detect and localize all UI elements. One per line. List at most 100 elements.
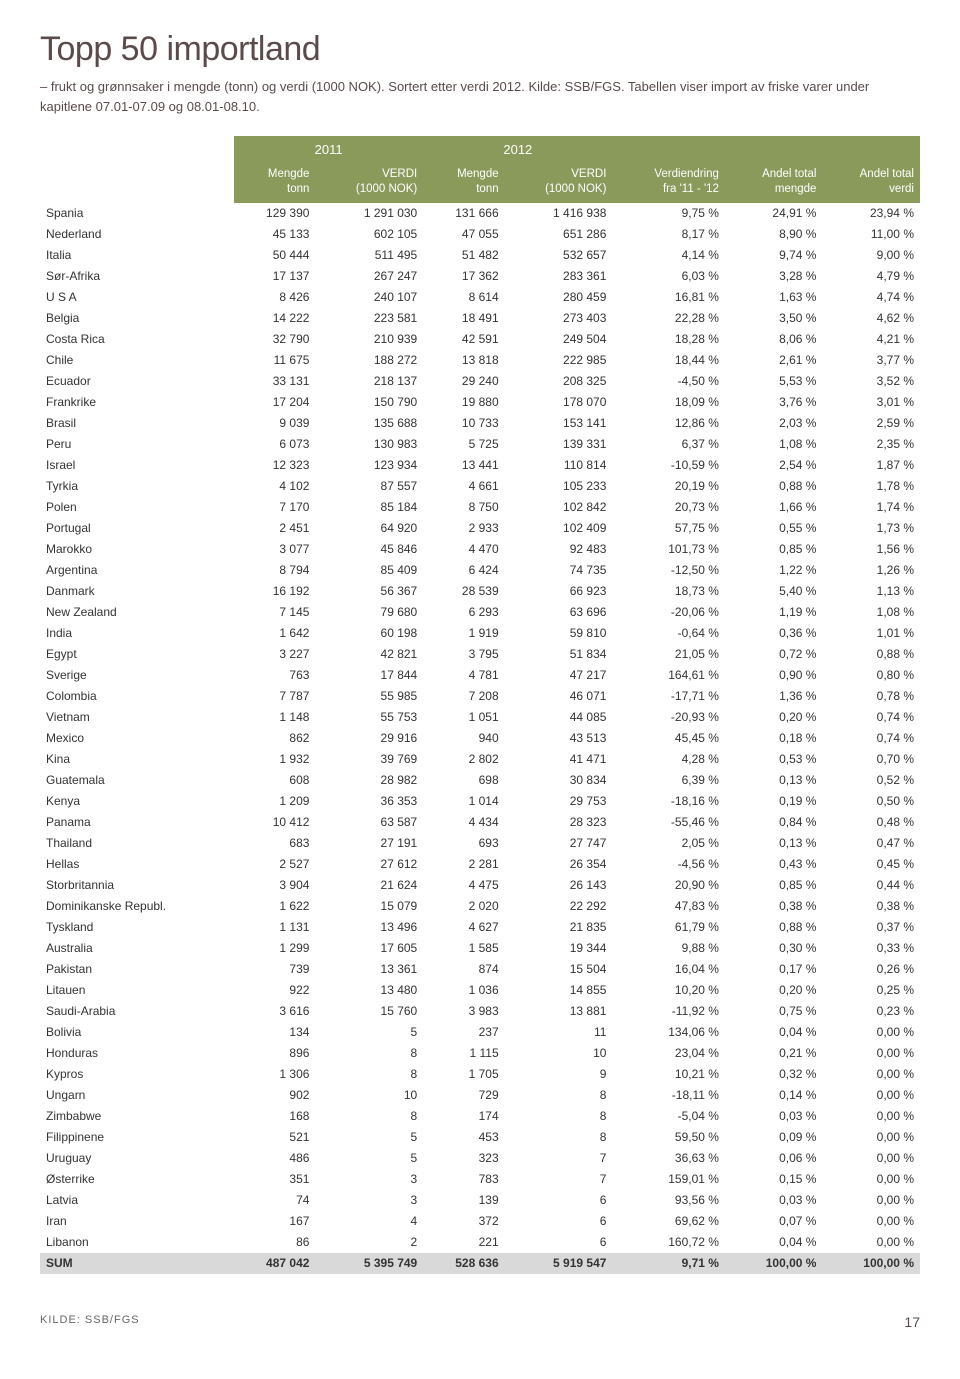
value-cell: 862 — [234, 728, 315, 749]
value-cell: 1,13 % — [822, 581, 920, 602]
value-cell: 14 855 — [505, 980, 613, 1001]
value-cell: 8 — [315, 1106, 423, 1127]
country-cell: Thailand — [40, 833, 234, 854]
value-cell: 69,62 % — [612, 1211, 725, 1232]
value-cell: 4 661 — [423, 476, 504, 497]
value-cell: 45 846 — [315, 539, 423, 560]
value-cell: 2,03 % — [725, 413, 823, 434]
value-cell: 0,13 % — [725, 770, 823, 791]
country-cell: Marokko — [40, 539, 234, 560]
value-cell: 8 614 — [423, 287, 504, 308]
table-row: Danmark16 19256 36728 53966 92318,73 %5,… — [40, 581, 920, 602]
value-cell: 0,55 % — [725, 518, 823, 539]
value-cell: 8 750 — [423, 497, 504, 518]
value-cell: 30 834 — [505, 770, 613, 791]
country-cell: Libanon — [40, 1232, 234, 1253]
country-cell: Pakistan — [40, 959, 234, 980]
table-row: Panama10 41263 5874 43428 323-55,46 %0,8… — [40, 812, 920, 833]
value-cell: 7 145 — [234, 602, 315, 623]
value-cell: 0,18 % — [725, 728, 823, 749]
value-cell: 1,22 % — [725, 560, 823, 581]
value-cell: 0,80 % — [822, 665, 920, 686]
table-row: Costa Rica32 790210 93942 591249 50418,2… — [40, 329, 920, 350]
value-cell: 0,38 % — [725, 896, 823, 917]
country-cell: Hellas — [40, 854, 234, 875]
value-cell: 8,17 % — [612, 224, 725, 245]
value-cell: 0,04 % — [725, 1022, 823, 1043]
value-cell: 60 198 — [315, 623, 423, 644]
value-cell: 0,50 % — [822, 791, 920, 812]
sum-value: 5 395 749 — [315, 1253, 423, 1274]
value-cell: 4,62 % — [822, 308, 920, 329]
table-row: Ecuador33 131218 13729 240208 325-4,50 %… — [40, 371, 920, 392]
value-cell: 0,48 % — [822, 812, 920, 833]
value-cell: 17 137 — [234, 266, 315, 287]
value-cell: 3 983 — [423, 1001, 504, 1022]
value-cell: 0,74 % — [822, 728, 920, 749]
value-cell: 13 361 — [315, 959, 423, 980]
value-cell: 8 — [505, 1106, 613, 1127]
value-cell: -11,92 % — [612, 1001, 725, 1022]
value-cell: 283 361 — [505, 266, 613, 287]
value-cell: 0,23 % — [822, 1001, 920, 1022]
value-cell: 651 286 — [505, 224, 613, 245]
value-cell: 159,01 % — [612, 1169, 725, 1190]
table-row: Kina1 93239 7692 80241 4714,28 %0,53 %0,… — [40, 749, 920, 770]
value-cell: 10 412 — [234, 812, 315, 833]
value-cell: 28 982 — [315, 770, 423, 791]
table-row: Uruguay4865323736,63 %0,06 %0,00 % — [40, 1148, 920, 1169]
value-cell: 85 184 — [315, 497, 423, 518]
value-cell: 1,74 % — [822, 497, 920, 518]
value-cell: 602 105 — [315, 224, 423, 245]
value-cell: 51 834 — [505, 644, 613, 665]
value-cell: 47,83 % — [612, 896, 725, 917]
value-cell: 8 — [505, 1127, 613, 1148]
table-row: Vietnam1 14855 7531 05144 085-20,93 %0,2… — [40, 707, 920, 728]
table-row: Sør-Afrika17 137267 24717 362283 3616,03… — [40, 266, 920, 287]
value-cell: 273 403 — [505, 308, 613, 329]
value-cell: 0,26 % — [822, 959, 920, 980]
value-cell: 0,00 % — [822, 1106, 920, 1127]
country-cell: Brasil — [40, 413, 234, 434]
value-cell: 3 795 — [423, 644, 504, 665]
value-cell: 0,00 % — [822, 1232, 920, 1253]
value-cell: 8,90 % — [725, 224, 823, 245]
col-mengde-2012: Mengdetonn — [423, 163, 504, 203]
value-cell: 4,74 % — [822, 287, 920, 308]
value-cell: 1 622 — [234, 896, 315, 917]
table-row: Bolivia134523711134,06 %0,04 %0,00 % — [40, 1022, 920, 1043]
value-cell: 323 — [423, 1148, 504, 1169]
value-cell: 44 085 — [505, 707, 613, 728]
value-cell: 1 705 — [423, 1064, 504, 1085]
value-cell: 17 204 — [234, 392, 315, 413]
value-cell: 13 480 — [315, 980, 423, 1001]
country-cell: Danmark — [40, 581, 234, 602]
value-cell: 11,00 % — [822, 224, 920, 245]
value-cell: 0,20 % — [725, 707, 823, 728]
value-cell: 351 — [234, 1169, 315, 1190]
value-cell: 10 — [315, 1085, 423, 1106]
value-cell: 1,19 % — [725, 602, 823, 623]
value-cell: 0,00 % — [822, 1211, 920, 1232]
value-cell: 29 753 — [505, 791, 613, 812]
value-cell: 59,50 % — [612, 1127, 725, 1148]
value-cell: 86 — [234, 1232, 315, 1253]
value-cell: 105 233 — [505, 476, 613, 497]
col-verdi-2011: VERDI(1000 NOK) — [315, 163, 423, 203]
table-row: Litauen92213 4801 03614 85510,20 %0,20 %… — [40, 980, 920, 1001]
value-cell: 164,61 % — [612, 665, 725, 686]
value-cell: 0,09 % — [725, 1127, 823, 1148]
value-cell: 729 — [423, 1085, 504, 1106]
blank-cell — [40, 136, 234, 163]
value-cell: 221 — [423, 1232, 504, 1253]
value-cell: 0,00 % — [822, 1169, 920, 1190]
value-cell: 5,53 % — [725, 371, 823, 392]
table-row: Pakistan73913 36187415 50416,04 %0,17 %0… — [40, 959, 920, 980]
value-cell: 6 073 — [234, 434, 315, 455]
value-cell: 15 504 — [505, 959, 613, 980]
table-row: Portugal2 45164 9202 933102 40957,75 %0,… — [40, 518, 920, 539]
table-row: New Zealand7 14579 6806 29363 696-20,06 … — [40, 602, 920, 623]
country-cell: Portugal — [40, 518, 234, 539]
value-cell: 7 170 — [234, 497, 315, 518]
value-cell: 2,35 % — [822, 434, 920, 455]
